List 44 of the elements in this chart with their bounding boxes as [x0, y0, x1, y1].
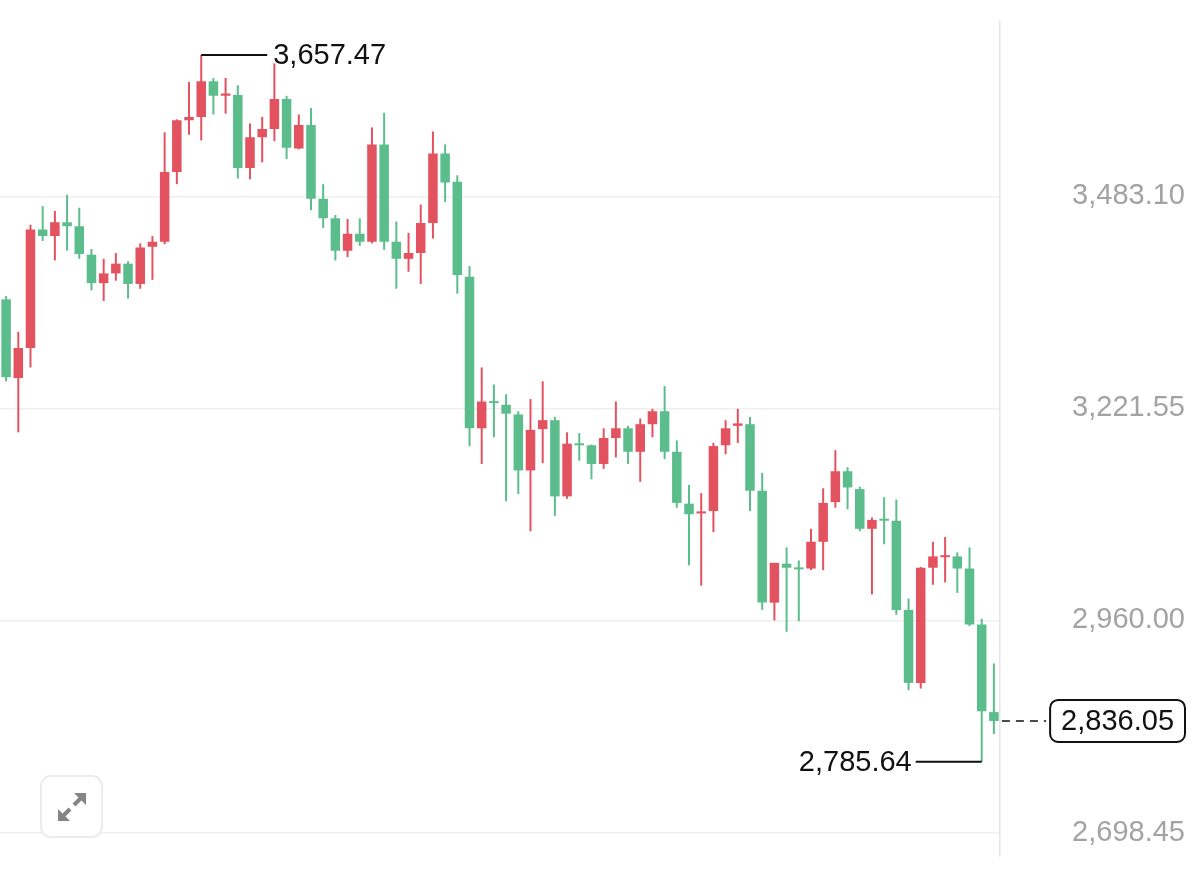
candlestick	[111, 252, 121, 282]
candlestick	[294, 113, 304, 151]
candlestick	[879, 496, 889, 546]
candlestick	[537, 380, 548, 465]
y-tick-label: 3,221.55	[1072, 390, 1185, 423]
candlestick	[220, 76, 231, 115]
candlestick	[867, 516, 877, 596]
candlestick	[928, 540, 938, 586]
candlestick	[501, 393, 511, 503]
candlestick	[342, 218, 353, 259]
candlestick	[611, 400, 621, 459]
y-tick-label: 2,698.45	[1072, 814, 1185, 847]
candlestick	[391, 220, 402, 290]
candlestick	[403, 231, 414, 273]
y-tick-label: 3,483.10	[1072, 178, 1185, 211]
candlestick	[781, 546, 792, 633]
candlestick	[842, 466, 853, 511]
ref-line-label: 2,836.05	[1061, 703, 1174, 736]
candlestick	[940, 535, 950, 584]
candlestick	[318, 183, 328, 229]
candlestick	[623, 424, 633, 465]
candlestick	[989, 662, 999, 735]
candlestick	[208, 76, 219, 116]
candlestick	[794, 559, 804, 623]
annotation: 3,657.47	[273, 37, 387, 70]
candlestick	[684, 484, 694, 567]
candlestick	[952, 551, 963, 594]
candlestick	[147, 235, 158, 281]
annotation: 2,785.64	[798, 744, 912, 777]
candlestick	[355, 217, 365, 247]
y-tick-label: 2,960.00	[1072, 602, 1185, 635]
candlestick	[257, 115, 267, 164]
candlestick	[123, 260, 133, 300]
candlestick	[184, 81, 194, 136]
candlestick	[50, 209, 60, 262]
candlestick	[647, 407, 658, 439]
candlestick	[98, 257, 109, 302]
candlestick	[574, 432, 585, 462]
candlestick	[586, 443, 597, 481]
candlestick	[62, 193, 72, 252]
candlestick	[720, 419, 731, 456]
candlestick	[489, 383, 499, 439]
candlestick	[733, 407, 743, 444]
candlestick	[696, 492, 706, 587]
